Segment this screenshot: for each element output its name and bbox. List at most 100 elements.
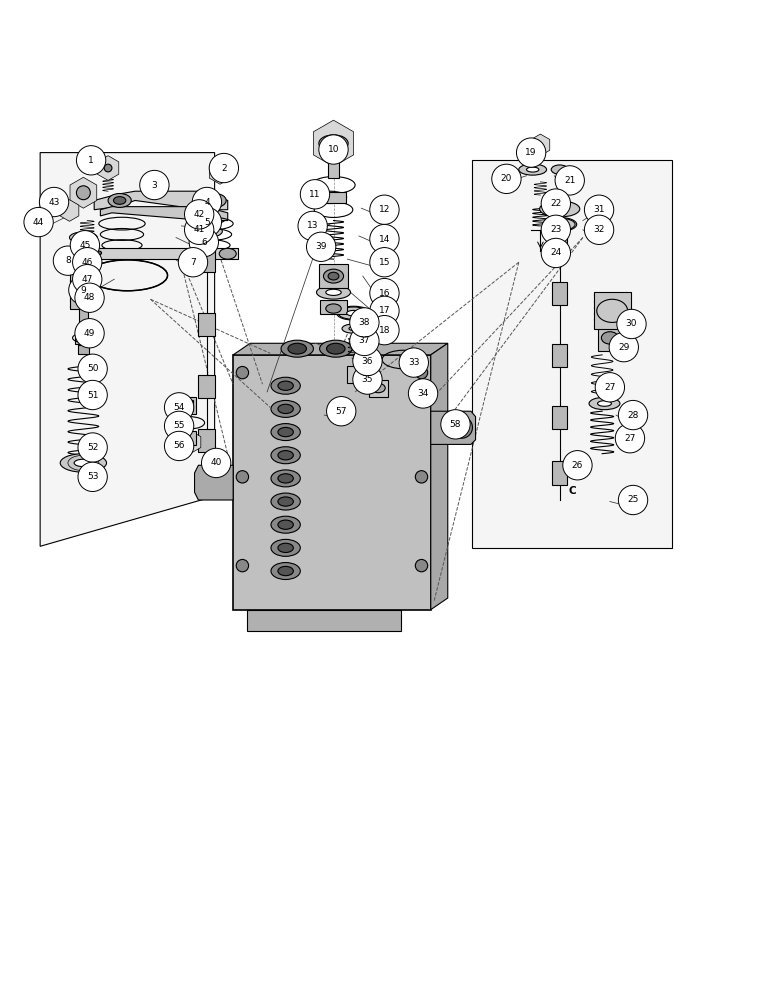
Text: 57: 57 (336, 407, 347, 416)
Circle shape (24, 207, 53, 237)
Polygon shape (431, 343, 448, 610)
Ellipse shape (553, 222, 567, 227)
Circle shape (53, 246, 83, 275)
Text: 10: 10 (328, 145, 339, 154)
Text: 33: 33 (408, 358, 419, 367)
Ellipse shape (271, 424, 300, 441)
Circle shape (350, 308, 379, 337)
Circle shape (370, 224, 399, 254)
Circle shape (408, 379, 438, 408)
Ellipse shape (338, 307, 369, 319)
Circle shape (370, 195, 399, 224)
Bar (320, 300, 347, 314)
Ellipse shape (601, 332, 618, 344)
Circle shape (563, 451, 592, 480)
Bar (198, 429, 215, 452)
Ellipse shape (236, 366, 249, 379)
Bar (198, 375, 215, 398)
Ellipse shape (349, 327, 358, 330)
Text: 35: 35 (362, 375, 373, 384)
Text: 53: 53 (87, 472, 98, 481)
Polygon shape (70, 177, 96, 208)
Polygon shape (94, 191, 228, 210)
Ellipse shape (326, 289, 341, 295)
Bar (594, 292, 631, 329)
Ellipse shape (415, 471, 428, 483)
Text: 44: 44 (33, 218, 44, 227)
Polygon shape (431, 411, 476, 444)
Ellipse shape (371, 383, 385, 393)
Ellipse shape (188, 210, 226, 225)
Circle shape (185, 200, 214, 229)
Circle shape (140, 170, 169, 200)
Ellipse shape (271, 377, 300, 394)
Ellipse shape (72, 257, 95, 268)
Ellipse shape (271, 447, 300, 464)
Circle shape (185, 215, 214, 244)
Circle shape (618, 400, 648, 430)
Circle shape (298, 211, 327, 241)
Text: 28: 28 (628, 411, 638, 420)
Circle shape (327, 397, 356, 426)
Text: 17: 17 (379, 306, 390, 315)
Bar (552, 406, 567, 429)
Ellipse shape (455, 421, 468, 434)
Ellipse shape (323, 269, 344, 283)
Text: 39: 39 (316, 242, 327, 251)
Bar (347, 366, 361, 383)
Circle shape (73, 265, 102, 294)
Circle shape (492, 164, 521, 194)
Ellipse shape (278, 381, 293, 390)
Text: C: C (569, 486, 577, 496)
Circle shape (201, 448, 231, 478)
Ellipse shape (319, 135, 348, 152)
Circle shape (353, 346, 382, 376)
Polygon shape (472, 160, 672, 548)
Ellipse shape (347, 310, 361, 316)
Circle shape (78, 462, 107, 492)
Polygon shape (531, 134, 550, 156)
Ellipse shape (327, 343, 345, 354)
Ellipse shape (326, 304, 341, 313)
Polygon shape (247, 610, 401, 631)
Text: 54: 54 (174, 403, 185, 412)
Ellipse shape (96, 251, 101, 255)
Circle shape (370, 248, 399, 277)
Text: 14: 14 (379, 235, 390, 244)
Ellipse shape (551, 206, 568, 212)
Text: 32: 32 (594, 225, 604, 234)
Ellipse shape (278, 451, 293, 460)
Text: 43: 43 (49, 198, 59, 207)
Polygon shape (233, 343, 448, 355)
Text: 3: 3 (151, 181, 157, 190)
Polygon shape (195, 465, 233, 500)
Circle shape (164, 431, 194, 461)
Text: 1: 1 (88, 156, 94, 165)
Bar (552, 282, 567, 305)
Circle shape (584, 195, 614, 224)
Circle shape (209, 153, 239, 183)
Polygon shape (60, 200, 79, 221)
Bar (181, 400, 193, 411)
Text: 15: 15 (379, 258, 390, 267)
Text: 5: 5 (204, 218, 210, 227)
Text: 13: 13 (307, 221, 318, 230)
Text: 45: 45 (80, 241, 90, 250)
Circle shape (584, 215, 614, 244)
Ellipse shape (208, 197, 221, 204)
Ellipse shape (236, 559, 249, 572)
Text: 24: 24 (550, 248, 561, 257)
Bar (328, 161, 339, 178)
Ellipse shape (278, 520, 293, 529)
Text: 34: 34 (418, 389, 428, 398)
Polygon shape (40, 153, 215, 546)
Bar (75, 332, 92, 344)
Circle shape (609, 332, 638, 362)
Ellipse shape (198, 214, 215, 221)
Circle shape (78, 380, 107, 410)
Circle shape (399, 348, 428, 377)
Polygon shape (313, 120, 354, 166)
Text: 50: 50 (87, 364, 98, 373)
Ellipse shape (288, 343, 306, 354)
Circle shape (441, 410, 470, 439)
